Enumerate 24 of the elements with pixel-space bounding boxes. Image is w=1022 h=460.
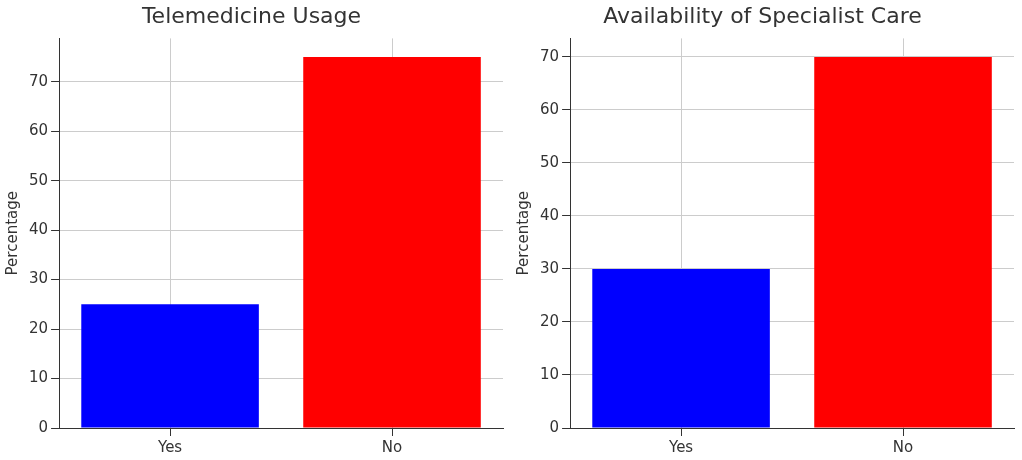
- y-tick-label: 10: [28, 368, 49, 387]
- x-tick-label: Yes: [156, 437, 183, 456]
- y-tick-label: 0: [38, 417, 49, 436]
- y-tick-label: 60: [28, 121, 49, 140]
- y-tick-label: 40: [28, 220, 49, 238]
- chart-title: Availability of Specialist Care: [603, 2, 922, 28]
- y-tick-label: 70: [539, 46, 560, 65]
- y-tick-label: 10: [539, 364, 560, 383]
- y-tick-label: 20: [28, 318, 49, 337]
- x-tick-label: No: [381, 437, 403, 456]
- y-axis-title: Percentage: [513, 191, 532, 276]
- y-tick-label: 30: [539, 258, 560, 277]
- y-tick-label: 60: [539, 99, 560, 118]
- y-tick-label: 70: [28, 71, 49, 90]
- x-tick-label: Yes: [667, 437, 694, 456]
- y-tick-label: 50: [28, 170, 49, 189]
- y-axis-title: Percentage: [2, 191, 21, 276]
- y-tick-label: 40: [539, 205, 560, 224]
- chart-title: Telemedicine Usage: [140, 2, 362, 28]
- y-tick-label: 30: [28, 269, 49, 288]
- y-tick-label: 0: [549, 417, 560, 436]
- y-tick-label: 50: [539, 152, 560, 171]
- y-tick-label: 20: [539, 311, 560, 330]
- x-tick-label: No: [892, 437, 914, 456]
